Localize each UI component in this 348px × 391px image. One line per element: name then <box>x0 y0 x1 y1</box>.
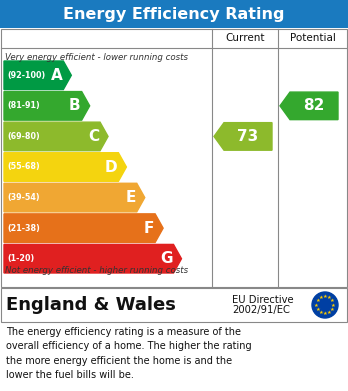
Text: Energy Efficiency Rating: Energy Efficiency Rating <box>63 7 285 22</box>
Text: (1-20): (1-20) <box>7 254 34 263</box>
Text: C: C <box>88 129 99 144</box>
Text: (21-38): (21-38) <box>7 224 40 233</box>
Polygon shape <box>4 61 71 90</box>
Text: (69-80): (69-80) <box>7 132 40 141</box>
Text: ★: ★ <box>327 295 332 300</box>
Text: 73: 73 <box>237 129 259 144</box>
Text: ★: ★ <box>314 303 319 307</box>
Polygon shape <box>280 92 338 120</box>
Text: ★: ★ <box>315 298 320 303</box>
Polygon shape <box>4 122 108 151</box>
Text: 82: 82 <box>303 99 325 113</box>
Text: F: F <box>144 221 154 236</box>
Text: England & Wales: England & Wales <box>6 296 176 314</box>
Text: G: G <box>160 251 173 266</box>
Bar <box>1 29 347 287</box>
Text: (92-100): (92-100) <box>7 71 45 80</box>
Text: Potential: Potential <box>290 33 336 43</box>
Text: ★: ★ <box>315 307 320 312</box>
Text: B: B <box>69 99 81 113</box>
Text: (39-54): (39-54) <box>7 193 40 202</box>
Text: The energy efficiency rating is a measure of the
overall efficiency of a home. T: The energy efficiency rating is a measur… <box>6 327 252 380</box>
Bar <box>0 0 348 28</box>
Text: Current: Current <box>225 33 265 43</box>
Polygon shape <box>214 123 272 150</box>
Text: ★: ★ <box>318 295 323 300</box>
Polygon shape <box>4 153 126 181</box>
Text: A: A <box>50 68 62 83</box>
Polygon shape <box>4 244 181 273</box>
Text: ★: ★ <box>330 298 335 303</box>
Circle shape <box>312 292 338 318</box>
Polygon shape <box>4 91 90 120</box>
Text: ★: ★ <box>331 303 336 307</box>
Text: Very energy efficient - lower running costs: Very energy efficient - lower running co… <box>5 53 188 62</box>
Text: 2002/91/EC: 2002/91/EC <box>232 305 290 315</box>
Text: (81-91): (81-91) <box>7 101 40 110</box>
Text: (55-68): (55-68) <box>7 163 40 172</box>
Text: ★: ★ <box>323 311 327 316</box>
Text: ★: ★ <box>318 310 323 315</box>
Text: Not energy efficient - higher running costs: Not energy efficient - higher running co… <box>5 266 188 275</box>
Text: ★: ★ <box>327 310 332 315</box>
Text: ★: ★ <box>323 294 327 299</box>
Text: ★: ★ <box>330 307 335 312</box>
Polygon shape <box>4 183 145 212</box>
Text: EU Directive: EU Directive <box>232 295 294 305</box>
Polygon shape <box>4 214 163 242</box>
Text: E: E <box>125 190 136 205</box>
Bar <box>1 288 347 322</box>
Text: D: D <box>105 160 117 174</box>
